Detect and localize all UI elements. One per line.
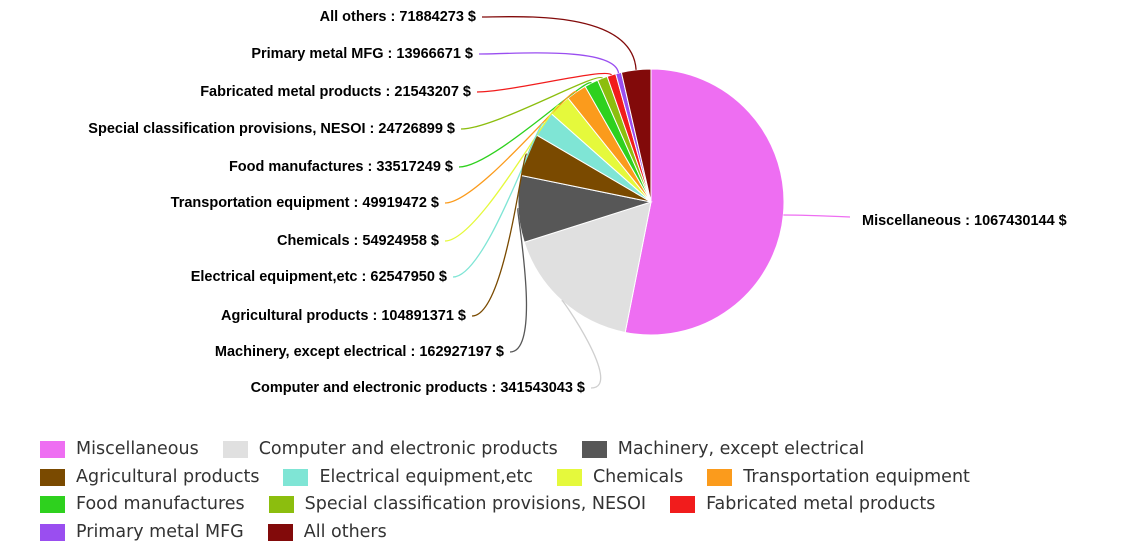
legend-label: Primary metal MFG (76, 521, 244, 542)
slice-label-transportation-equipment: Transportation equipment : 49919472 $ (171, 195, 439, 211)
legend-item-food-manufactures[interactable]: Food manufactures (40, 491, 245, 519)
legend-label: Miscellaneous (76, 439, 199, 459)
slice-label-miscellaneous: Miscellaneous : 1067430144 $ (862, 213, 1067, 229)
legend-item-agricultural-products[interactable]: Agricultural products (40, 464, 259, 492)
legend-row: Miscellaneous Computer and electronic pro… (40, 436, 1130, 464)
leader-line-all-others (481, 16, 637, 70)
leader-line-computer-and-electronic-products (561, 300, 602, 389)
slice-label-chemicals: Chemicals : 54924958 $ (277, 233, 439, 249)
legend-item-miscellaneous[interactable]: Miscellaneous (40, 436, 199, 464)
legend-label: Food manufactures (76, 494, 245, 514)
slice-label-machinery-except-electrical: Machinery, except electrical : 162927197… (215, 344, 504, 360)
pie-slice-miscellaneous[interactable] (624, 68, 785, 336)
legend: Miscellaneous Computer and electronic pro… (40, 436, 1130, 546)
slice-label-special-classification-provisions-nesoi: Special classification provisions, NESOI… (88, 121, 455, 137)
leader-line-fabricated-metal-products (476, 72, 613, 93)
leader-lines (444, 16, 851, 389)
legend-swatch (283, 468, 309, 486)
slice-label-all-others: All others : 71884273 $ (320, 9, 476, 25)
legend-swatch (40, 468, 65, 486)
leader-line-chemicals (444, 104, 561, 242)
legend-swatch (40, 523, 65, 541)
legend-label: Electrical equipment,etc (319, 466, 533, 487)
legend-item-special-classification-provisions-nesoi[interactable]: Special classification provisions, NESOI (268, 491, 647, 519)
legend-item-chemicals[interactable]: Chemicals (556, 464, 684, 492)
legend-row: Food manufactures Special classification … (40, 491, 1130, 519)
legend-item-machinery-except-electrical[interactable]: Machinery, except electrical (581, 436, 865, 464)
pie-slices (517, 68, 785, 336)
legend-row: Agricultural products Electrical equipmen… (40, 464, 1130, 492)
legend-row: Primary metal MFG All others (40, 519, 1130, 547)
legend-swatch (268, 496, 294, 514)
pie-chart: Miscellaneous : 1067430144 $ All others :… (88, 9, 1066, 396)
legend-label: Chemicals (592, 466, 684, 487)
legend-item-primary-metal-mfg[interactable]: Primary metal MFG (40, 519, 244, 547)
legend-item-fabricated-metal-products[interactable]: Fabricated metal products (670, 491, 935, 519)
legend-label: Fabricated metal products (706, 494, 936, 514)
slice-label-agricultural-products: Agricultural products : 104891371 $ (221, 308, 466, 324)
leader-line-miscellaneous (783, 214, 851, 218)
leader-line-transportation-equipment (444, 91, 577, 204)
leader-line-special-classification-provisions-nesoi (460, 76, 603, 130)
legend-label: Agricultural products (76, 466, 260, 487)
legend-swatch (222, 441, 248, 459)
leader-line-primary-metal-mfg (478, 52, 620, 74)
legend-label: Computer and electronic products (258, 439, 558, 459)
slice-label-electrical-equipment-etc: Electrical equipment,etc : 62547950 $ (191, 269, 447, 285)
slice-label-food-manufactures: Food manufactures : 33517249 $ (229, 159, 453, 175)
leader-line-food-manufactures (458, 82, 592, 168)
leader-line-agricultural-products (471, 153, 528, 317)
slice-label-computer-and-electronic-products: Computer and electronic products : 34154… (251, 380, 585, 396)
slice-label-primary-metal-mfg: Primary metal MFG : 13966671 $ (251, 46, 473, 62)
legend-swatch (581, 441, 607, 459)
legend-label: Machinery, except electrical (617, 439, 865, 459)
legend-swatch (267, 523, 293, 541)
legend-label: Special classification provisions, NESOI (304, 494, 647, 514)
legend-item-transportation-equipment[interactable]: Transportation equipment (707, 464, 970, 492)
legend-label: All others (303, 521, 387, 542)
legend-item-electrical-equipment-etc[interactable]: Electrical equipment,etc (283, 464, 533, 492)
legend-swatch (707, 468, 733, 486)
legend-swatch (40, 441, 65, 459)
leader-line-electrical-equipment-etc (452, 123, 544, 278)
slice-label-fabricated-metal-products: Fabricated metal products : 21543207 $ (200, 84, 471, 100)
legend-swatch (556, 468, 582, 486)
legend-swatch (40, 496, 65, 514)
slice-labels: Miscellaneous : 1067430144 $ All others :… (88, 9, 1066, 396)
legend-label: Transportation equipment (743, 466, 970, 487)
legend-item-computer-and-electronic-products[interactable]: Computer and electronic products (222, 436, 558, 464)
legend-swatch (670, 496, 696, 514)
leader-line-machinery-except-electrical (509, 208, 528, 353)
legend-item-all-others[interactable]: All others (267, 519, 387, 547)
